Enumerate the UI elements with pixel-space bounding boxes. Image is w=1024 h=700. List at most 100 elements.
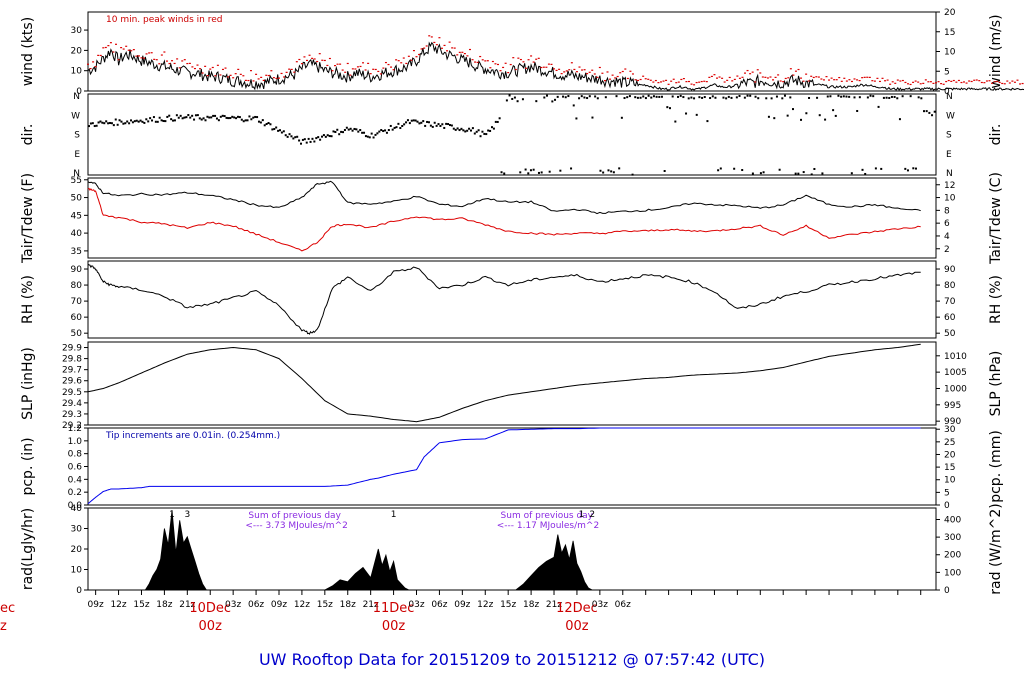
dir-point — [418, 122, 421, 125]
dir-point — [454, 128, 457, 131]
dir-point — [214, 114, 217, 117]
dir-point — [607, 169, 610, 172]
dir-point — [221, 114, 224, 117]
dir-point — [588, 95, 591, 98]
dir-point — [909, 95, 912, 98]
dir-point — [620, 116, 623, 119]
dir-point — [923, 110, 926, 113]
dir-point — [487, 129, 490, 132]
dir-point — [139, 119, 142, 122]
xtick-label: 12z — [294, 600, 310, 610]
ytick-right-label: 0 — [944, 501, 950, 511]
ylabel-left: RH (%) — [20, 275, 36, 324]
dir-point — [166, 115, 169, 118]
dir-point — [269, 123, 272, 126]
dir-point — [925, 110, 928, 113]
dir-point — [658, 95, 661, 98]
dir-point — [219, 115, 222, 118]
dir-point — [516, 100, 519, 103]
dir-point — [494, 120, 497, 123]
dir-point — [481, 130, 484, 133]
dir-point — [311, 137, 314, 140]
dir-point — [317, 136, 320, 139]
dir-point — [906, 169, 909, 172]
dir-point — [286, 135, 289, 138]
dir-point — [401, 124, 404, 127]
xtick-label: 09z — [454, 600, 470, 610]
ylabel-right: pcp. (mm) — [988, 430, 1004, 503]
dir-point — [244, 119, 247, 122]
ytick-right-label: 90 — [944, 265, 956, 275]
ylabel-right: dir. — [988, 124, 1004, 146]
dir-point — [690, 96, 693, 99]
dir-point — [519, 171, 522, 174]
dir-point — [741, 169, 744, 172]
dir-point — [107, 122, 110, 125]
dir-point — [631, 173, 634, 176]
dir-point — [505, 99, 508, 102]
dir-point — [305, 141, 308, 144]
xtick-label: 18z — [156, 600, 172, 610]
clipped-hour-label: z — [0, 619, 7, 634]
dir-point — [204, 119, 207, 122]
dir-point — [250, 118, 253, 121]
dir-point — [791, 108, 794, 111]
dir-point — [564, 96, 567, 99]
dir-point — [521, 98, 524, 101]
ylabel-left: Tair/Tdew (F) — [20, 173, 36, 264]
dir-point — [722, 96, 725, 99]
xtick-label: 21z — [546, 600, 562, 610]
ytick-right-label: 6 — [944, 219, 950, 229]
dir-point — [548, 170, 551, 173]
xtick-label: 21z — [179, 600, 195, 610]
dir-point — [559, 169, 562, 172]
xtick-label: 15z — [317, 600, 333, 610]
ytick-right-label: 100 — [944, 568, 961, 578]
dir-point — [448, 124, 451, 127]
dir-point — [112, 124, 115, 127]
ytick-right-label: 2 — [944, 245, 950, 255]
dir-point — [145, 118, 148, 121]
dir-point — [256, 116, 259, 119]
dir-point — [735, 96, 738, 99]
dir-point — [829, 95, 832, 98]
dir-point — [928, 111, 931, 114]
dir-point — [149, 117, 152, 120]
ytick-right-label: 0 — [944, 586, 950, 596]
dir-point — [693, 97, 696, 100]
dir-point — [326, 134, 329, 137]
dir-point — [644, 97, 647, 100]
dir-point — [240, 118, 243, 121]
dir-point — [615, 95, 618, 98]
dir-point — [172, 119, 175, 122]
ylabel-right: rad (W/m^2) — [988, 503, 1004, 594]
dir-point — [456, 127, 459, 130]
ytick-right-label: 12 — [944, 181, 955, 191]
dir-point — [912, 167, 915, 170]
dir-point — [537, 171, 540, 174]
ytick-left-label: 0 — [76, 586, 82, 596]
dir-point — [257, 120, 260, 123]
dir-point — [235, 117, 238, 120]
dir-point — [920, 97, 923, 100]
ylabel-right: RH (%) — [988, 275, 1004, 324]
ytick-left-label: 10 — [71, 566, 83, 576]
ytick-left-label: N — [73, 169, 80, 179]
dir-point — [529, 169, 532, 172]
dir-point — [93, 125, 96, 128]
dir-point — [861, 168, 864, 171]
dir-point — [874, 167, 877, 170]
dir-point — [374, 133, 377, 136]
dir-point — [604, 96, 607, 99]
dir-point — [384, 129, 387, 132]
dir-point — [156, 120, 159, 123]
dir-point — [206, 115, 209, 118]
ytick-right-label: W — [946, 111, 955, 121]
dir-point — [556, 95, 559, 98]
dir-point — [602, 171, 605, 174]
dir-point — [832, 109, 835, 112]
ytick-right-label: 10 — [944, 48, 956, 58]
dir-point — [196, 114, 199, 117]
dir-point — [663, 170, 666, 173]
ytick-right-label: 5 — [944, 488, 950, 498]
